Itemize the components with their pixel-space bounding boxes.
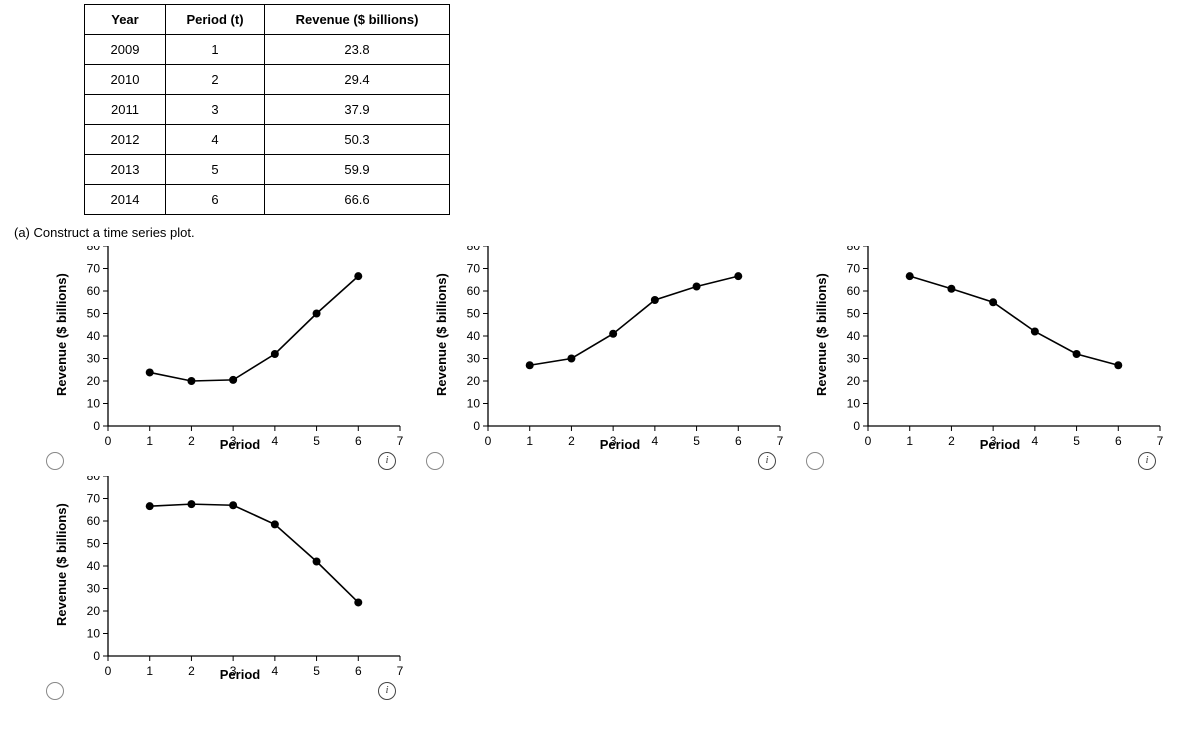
y-axis-label: Revenue ($ billions) — [434, 273, 449, 396]
col-header: Period (t) — [166, 5, 265, 35]
x-axis-label: Period — [790, 437, 1170, 452]
option-radio[interactable] — [46, 682, 64, 700]
svg-text:70: 70 — [847, 262, 861, 276]
table-cell: 2011 — [85, 95, 166, 125]
y-axis-label: Revenue ($ billions) — [54, 273, 69, 396]
table-row: 2012450.3 — [85, 125, 450, 155]
col-header: Year — [85, 5, 166, 35]
svg-text:70: 70 — [467, 262, 481, 276]
svg-text:40: 40 — [87, 559, 101, 573]
chart-option: 0102030405060708001234567Revenue ($ bill… — [790, 246, 1170, 476]
svg-text:30: 30 — [847, 352, 861, 366]
svg-text:70: 70 — [87, 262, 101, 276]
table-row: 2011337.9 — [85, 95, 450, 125]
table-cell: 5 — [166, 155, 265, 185]
svg-text:80: 80 — [87, 246, 101, 253]
table-cell: 29.4 — [265, 65, 450, 95]
svg-text:60: 60 — [87, 514, 101, 528]
y-axis-label: Revenue ($ billions) — [54, 503, 69, 626]
table-cell: 2013 — [85, 155, 166, 185]
svg-text:10: 10 — [87, 397, 101, 411]
x-axis-label: Period — [30, 667, 410, 682]
svg-text:20: 20 — [87, 604, 101, 618]
table-cell: 6 — [166, 185, 265, 215]
table-cell: 2010 — [85, 65, 166, 95]
table-row: 2013559.9 — [85, 155, 450, 185]
col-header: Revenue ($ billions) — [265, 5, 450, 35]
svg-text:20: 20 — [847, 374, 861, 388]
table-cell: 2009 — [85, 35, 166, 65]
table-header-row: Year Period (t) Revenue ($ billions) — [85, 5, 450, 35]
svg-text:70: 70 — [87, 492, 101, 506]
data-table: Year Period (t) Revenue ($ billions) 200… — [84, 4, 450, 215]
svg-text:40: 40 — [87, 329, 101, 343]
svg-text:80: 80 — [847, 246, 861, 253]
svg-text:50: 50 — [87, 307, 101, 321]
table-cell: 37.9 — [265, 95, 450, 125]
svg-text:50: 50 — [87, 537, 101, 551]
option-radio[interactable] — [46, 452, 64, 470]
info-icon[interactable]: i — [758, 452, 776, 470]
table-cell: 2014 — [85, 185, 166, 215]
svg-text:20: 20 — [467, 374, 481, 388]
charts-row: 0102030405060708001234567Revenue ($ bill… — [30, 476, 1200, 706]
svg-text:30: 30 — [87, 352, 101, 366]
table-cell: 23.8 — [265, 35, 450, 65]
svg-text:30: 30 — [467, 352, 481, 366]
x-axis-label: Period — [410, 437, 790, 452]
svg-text:10: 10 — [467, 397, 481, 411]
question-prompt: (a) Construct a time series plot. — [14, 225, 1200, 240]
svg-text:0: 0 — [93, 419, 100, 433]
svg-text:0: 0 — [473, 419, 480, 433]
svg-text:10: 10 — [847, 397, 861, 411]
svg-text:60: 60 — [87, 284, 101, 298]
table-cell: 2 — [166, 65, 265, 95]
svg-text:0: 0 — [93, 649, 100, 663]
table-cell: 4 — [166, 125, 265, 155]
info-icon[interactable]: i — [378, 452, 396, 470]
chart-option: 0102030405060708001234567Revenue ($ bill… — [410, 246, 790, 476]
info-icon[interactable]: i — [378, 682, 396, 700]
table-cell: 59.9 — [265, 155, 450, 185]
svg-text:40: 40 — [467, 329, 481, 343]
svg-text:30: 30 — [87, 582, 101, 596]
svg-text:50: 50 — [467, 307, 481, 321]
table-cell: 1 — [166, 35, 265, 65]
chart-option: 0102030405060708001234567Revenue ($ bill… — [30, 246, 410, 476]
table-row: 2014666.6 — [85, 185, 450, 215]
svg-text:40: 40 — [847, 329, 861, 343]
svg-text:80: 80 — [467, 246, 481, 253]
svg-text:60: 60 — [847, 284, 861, 298]
option-radio[interactable] — [806, 452, 824, 470]
svg-text:60: 60 — [467, 284, 481, 298]
table-row: 2009123.8 — [85, 35, 450, 65]
svg-text:10: 10 — [87, 627, 101, 641]
svg-text:20: 20 — [87, 374, 101, 388]
table-cell: 3 — [166, 95, 265, 125]
option-radio[interactable] — [426, 452, 444, 470]
svg-text:80: 80 — [87, 476, 101, 483]
charts-row: 0102030405060708001234567Revenue ($ bill… — [30, 246, 1200, 476]
table-cell: 66.6 — [265, 185, 450, 215]
table-row: 2010229.4 — [85, 65, 450, 95]
y-axis-label: Revenue ($ billions) — [814, 273, 829, 396]
chart-option: 0102030405060708001234567Revenue ($ bill… — [30, 476, 410, 706]
x-axis-label: Period — [30, 437, 410, 452]
info-icon[interactable]: i — [1138, 452, 1156, 470]
table-cell: 2012 — [85, 125, 166, 155]
svg-text:50: 50 — [847, 307, 861, 321]
svg-text:0: 0 — [853, 419, 860, 433]
table-cell: 50.3 — [265, 125, 450, 155]
